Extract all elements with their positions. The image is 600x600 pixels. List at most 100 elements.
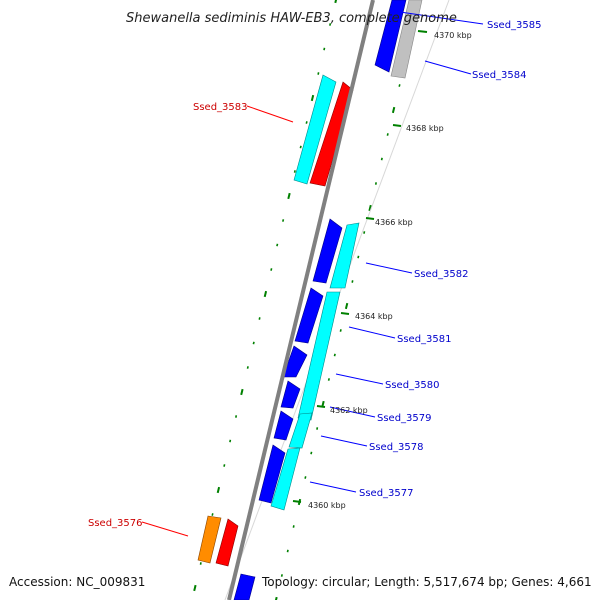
tick-right — [304, 476, 307, 479]
scale-label-4360: 4360 kbp — [308, 501, 346, 510]
map-title: Shewanella sediminis HAW-EB3, complete g… — [126, 11, 457, 26]
gene-arrow-ssed-3577[interactable] — [270, 447, 301, 511]
scale-label-4370: 4370 kbp — [434, 31, 472, 40]
tick-right — [339, 329, 342, 332]
leader-ssed-3577 — [309, 481, 357, 493]
gene-arrow-ssed-3582b[interactable] — [329, 222, 360, 289]
tick-left — [334, 0, 338, 4]
tick-right — [292, 525, 295, 528]
leader-ssed-3582 — [365, 262, 413, 274]
tick-right — [310, 451, 313, 455]
gene-arrow-ssed-3581a[interactable] — [294, 287, 324, 344]
tick-left — [193, 584, 197, 592]
gene-arrow-ssed-3576-orange[interactable] — [197, 515, 222, 564]
tick-right — [280, 574, 283, 577]
gene-arrow-bottom[interactable] — [233, 573, 256, 600]
gene-label-ssed-3582[interactable]: Ssed_3582 — [414, 269, 469, 280]
scale-label-4362: 4362 kbp — [330, 406, 368, 415]
tick-right — [333, 353, 336, 357]
tick-left — [216, 486, 221, 494]
tick-left — [323, 47, 326, 51]
tick-left — [317, 72, 320, 75]
tick-right — [398, 84, 401, 87]
tick-left — [223, 464, 226, 467]
gene-arrow-ssed-3580[interactable] — [280, 380, 301, 409]
gene-arrow-ssed-3581c[interactable] — [297, 291, 341, 421]
gene-arrow-ssed-3578b[interactable] — [288, 412, 313, 449]
tick-right — [327, 378, 330, 381]
gene-arrow-ssed-3584[interactable] — [390, 0, 423, 79]
leader-ssed-3580 — [335, 373, 384, 385]
gene-arrow-ssed-3585[interactable] — [374, 0, 407, 73]
feature-track — [197, 0, 423, 600]
scale-label-4366: 4366 kbp — [375, 218, 413, 227]
gene-label-ssed-3577[interactable]: Ssed_3577 — [359, 488, 414, 499]
tick-left — [310, 94, 315, 102]
gene-label-ssed-3585[interactable]: Ssed_3585 — [487, 20, 542, 31]
tick-left — [252, 341, 255, 345]
leader-ssed-3585 — [399, 11, 484, 25]
accession-text: Accession: NC_009831 — [9, 575, 145, 589]
tick-left — [293, 170, 296, 173]
gene-arrow-ssed-3583[interactable] — [309, 81, 354, 187]
tick-right — [316, 427, 319, 430]
tick-left — [199, 562, 202, 565]
genome-backbone — [227, 0, 375, 600]
scale-tick-4370 — [417, 30, 428, 33]
gene-label-ssed-3579[interactable]: Ssed_3579 — [377, 413, 432, 424]
label-leaders — [141, 11, 484, 537]
gene-arrow-ssed-3582[interactable] — [312, 218, 343, 284]
tick-right — [363, 231, 366, 234]
tick-right — [274, 596, 278, 600]
tick-left — [270, 268, 273, 271]
gene-label-ssed-3580[interactable]: Ssed_3580 — [385, 380, 440, 391]
gene-label-ssed-3584[interactable]: Ssed_3584 — [472, 70, 527, 81]
summary-text: Topology: circular; Length: 5,517,674 bp… — [261, 575, 592, 589]
tick-left — [299, 145, 302, 149]
tick-left — [263, 290, 268, 298]
gene-arrow-ssed-3583-cyan[interactable] — [293, 74, 337, 185]
tick-left — [246, 366, 249, 369]
scale-tick-4366 — [365, 217, 375, 220]
tick-left — [329, 23, 332, 26]
tick-left — [305, 121, 308, 124]
tick-right — [391, 106, 396, 114]
tick-right — [380, 157, 383, 161]
tick-left — [276, 243, 279, 247]
tick-left — [235, 415, 238, 418]
tick-right — [344, 302, 349, 310]
scale-label-4368: 4368 kbp — [406, 124, 444, 133]
leader-ssed-3576 — [141, 521, 189, 537]
tick-right — [374, 182, 377, 185]
scale-label-4364: 4364 kbp — [355, 312, 393, 321]
leader-ssed-3579 — [329, 406, 376, 418]
scale-tick-4364 — [340, 312, 350, 315]
gene-label-ssed-3578[interactable]: Ssed_3578 — [369, 442, 424, 453]
leader-ssed-3583 — [246, 105, 294, 123]
tick-right — [386, 133, 389, 136]
tick-left — [240, 388, 244, 396]
scale-tick-4360 — [292, 500, 302, 503]
tick-left — [229, 439, 232, 443]
leader-ssed-3584 — [424, 60, 472, 75]
leader-ssed-3578 — [320, 435, 368, 447]
gene-labels: Ssed_3585 Ssed_3584 Ssed_3583 Ssed_3582 … — [88, 20, 542, 529]
scale-tick-4362 — [316, 405, 326, 408]
tick-left — [287, 192, 291, 200]
gene-label-ssed-3576[interactable]: Ssed_3576 — [88, 518, 143, 529]
tick-left — [258, 317, 261, 320]
tick-left — [282, 219, 285, 222]
tick-right — [351, 280, 354, 283]
tick-left — [211, 513, 214, 516]
gene-label-ssed-3583[interactable]: Ssed_3583 — [193, 102, 248, 113]
gene-arrow-ssed-3579[interactable] — [273, 410, 294, 441]
gene-arrow-ssed-3578[interactable] — [258, 444, 286, 504]
gene-arrow-ssed-3576[interactable] — [215, 518, 239, 567]
tick-right — [368, 204, 372, 212]
tick-right — [357, 255, 360, 259]
leader-ssed-3581 — [348, 326, 396, 339]
gene-label-ssed-3581[interactable]: Ssed_3581 — [397, 334, 452, 345]
scale-labels: 4370 kbp 4368 kbp 4366 kbp 4364 kbp 4362… — [292, 30, 472, 510]
scale-tick-4368 — [392, 124, 402, 127]
